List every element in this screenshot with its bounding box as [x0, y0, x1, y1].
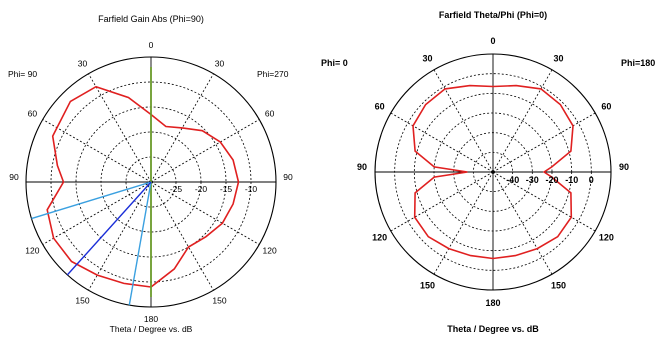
- right-series-0-line: [412, 84, 574, 260]
- right-phi-right-label: Phi=180: [621, 58, 655, 68]
- left-angle-tick-label: 30: [215, 58, 225, 68]
- right-angle-tick-label: 150: [420, 280, 435, 290]
- left-marker-line-1: [128, 181, 152, 306]
- right-x-axis-label: Theta / Degree vs. dB: [447, 324, 539, 334]
- right-grid-spoke: [492, 112, 596, 173]
- left-radial-tick-label: -10: [245, 184, 258, 194]
- left-polar-chart: Farfield Gain Abs (Phi=90) Phi= 90 Phi=2…: [8, 14, 293, 334]
- right-chart-title: Farfield Theta/Phi (Phi=0): [439, 10, 547, 20]
- right-angle-tick-label: 60: [601, 102, 611, 112]
- left-angle-tick-label: 30: [78, 58, 88, 68]
- left-chart-title: Farfield Gain Abs (Phi=90): [98, 14, 204, 24]
- right-phi-left-label: Phi= 0: [321, 58, 348, 68]
- right-angle-tick-label: 90: [619, 162, 629, 172]
- left-grid-spoke: [42, 119, 152, 183]
- right-grid-spoke: [433, 171, 494, 275]
- left-angle-tick-label: 60: [265, 109, 275, 119]
- right-outer-ring: [374, 53, 612, 291]
- right-angle-tick-label: 30: [422, 54, 432, 64]
- right-grid-spoke: [390, 171, 494, 232]
- left-grid-spoke: [150, 181, 260, 245]
- left-angle-tick-label: 150: [75, 296, 89, 306]
- right-radial-tick-label: -20: [545, 175, 558, 185]
- right-grid-spoke: [433, 69, 494, 173]
- left-angle-tick-label: 90: [283, 172, 293, 182]
- right-angle-tick-label: 180: [485, 298, 500, 308]
- left-angle-tick-label: 120: [263, 246, 277, 256]
- right-angle-tick-label: 90: [357, 162, 367, 172]
- left-angle-tick-label: 60: [28, 109, 38, 119]
- left-angle-tick-label: 0: [149, 40, 154, 50]
- left-marker-line-2: [66, 181, 152, 276]
- left-radial-tick-label: -20: [195, 184, 208, 194]
- right-angle-tick-label: 150: [551, 280, 566, 290]
- left-grid-spoke: [150, 73, 214, 183]
- left-phi-right-label: Phi=270: [257, 69, 289, 79]
- left-grid-spoke: [150, 119, 260, 183]
- right-grid-spoke: [390, 112, 494, 173]
- left-grid-spoke: [42, 181, 152, 245]
- left-angle-tick-label: 180: [144, 314, 158, 324]
- left-angle-tick-label: 120: [25, 246, 39, 256]
- right-angle-tick-label: 120: [372, 233, 387, 243]
- left-phi-left-label: Phi= 90: [8, 69, 37, 79]
- left-radial-tick-label: -25: [170, 184, 183, 194]
- left-grid-spoke: [88, 181, 152, 291]
- right-radial-tick-label: 0: [589, 175, 594, 185]
- right-radial-tick-label: -40: [506, 175, 519, 185]
- right-angle-tick-label: 60: [375, 102, 385, 112]
- right-radial-tick-label: -10: [565, 175, 578, 185]
- left-angle-tick-label: 150: [212, 296, 226, 306]
- right-angle-tick-label: 30: [553, 54, 563, 64]
- left-angle-tick-label: 90: [9, 172, 19, 182]
- right-angle-tick-label: 120: [599, 233, 614, 243]
- left-grid-spoke: [88, 73, 152, 183]
- left-marker-line-0: [31, 181, 152, 220]
- left-radial-tick-label: -15: [220, 184, 233, 194]
- left-x-axis-label: Theta / Degree vs. dB: [110, 324, 193, 334]
- left-grid-spoke: [150, 181, 214, 291]
- right-radial-tick-label: -30: [526, 175, 539, 185]
- left-outer-ring: [25, 56, 277, 308]
- right-angle-tick-label: 0: [490, 36, 495, 46]
- right-polar-chart: Farfield Theta/Phi (Phi=0) Phi= 0 Phi=18…: [321, 10, 655, 334]
